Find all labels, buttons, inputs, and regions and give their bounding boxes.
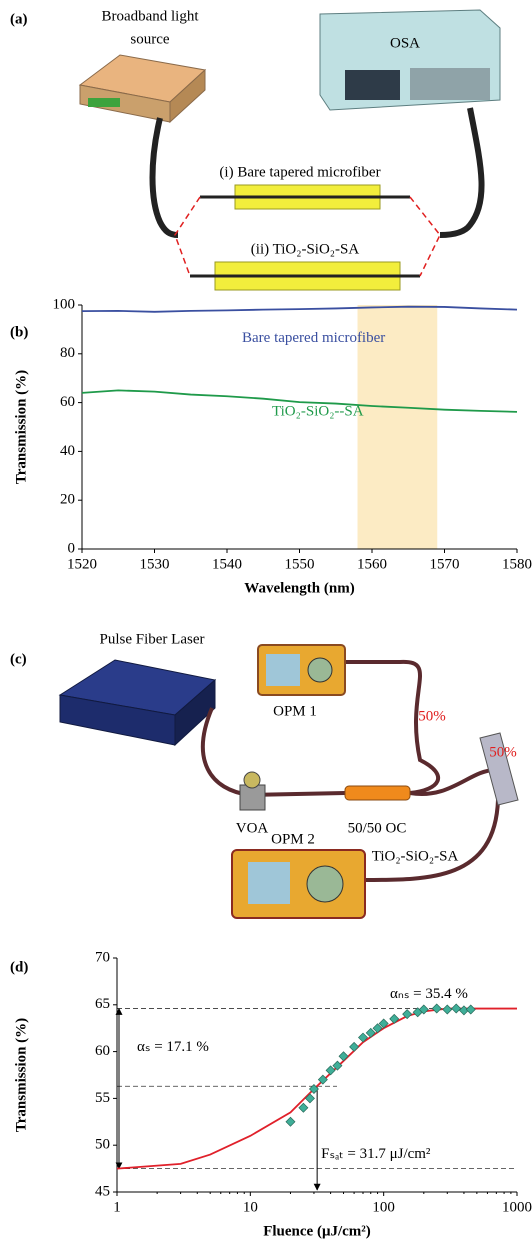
y-tick-label: 100 [53, 296, 76, 312]
data-point [418, 1004, 429, 1015]
osa-controls [410, 68, 490, 100]
data-point [365, 1027, 376, 1038]
y-tick-label: 20 [60, 492, 75, 508]
annotation: αₙₛ = 35.4 % [390, 986, 468, 1002]
cable [149, 117, 179, 238]
osa-screen [345, 70, 400, 100]
voa-label: VOA [236, 820, 269, 836]
source-panel [88, 98, 120, 107]
series-label: Bare tapered microfiber [242, 330, 385, 346]
x-tick-label: 1000 [502, 1199, 532, 1215]
cable [201, 659, 500, 882]
data-point [338, 1051, 349, 1062]
data-point [378, 1018, 389, 1029]
data-point [389, 1013, 400, 1024]
opm-screen [248, 862, 290, 904]
voa-knob [243, 771, 261, 789]
annotation: αₛ = 17.1 % [137, 1039, 209, 1055]
laser-label: Pulse Fiber Laser [100, 631, 205, 647]
x-tick-label: 100 [372, 1199, 395, 1215]
panel-label: (a) [10, 11, 28, 27]
split-label: 50% [418, 708, 446, 724]
x-tick-label: 1570 [430, 556, 460, 572]
y-axis-title: Transmission (%) [13, 370, 29, 484]
data-point [372, 1023, 383, 1034]
laser-side [174, 678, 216, 747]
x-tick-label: 1540 [212, 556, 242, 572]
data-point [317, 1074, 328, 1085]
y-tick-label: 50 [95, 1137, 110, 1153]
x-tick-label: 1520 [67, 556, 97, 572]
y-tick-label: 40 [60, 443, 75, 459]
data-point [308, 1084, 319, 1095]
absorber-label: TiO₂-SiO₂-SA [372, 848, 459, 864]
data-point [349, 1041, 360, 1052]
x-tick-label: 1 [113, 1199, 121, 1215]
data-line [81, 389, 518, 413]
x-tick-label: 1580 [502, 556, 532, 572]
opm-label: OPM 2 [271, 831, 315, 847]
opm-dial [306, 865, 344, 903]
x-tick-label: 1550 [285, 556, 315, 572]
panel-label: (d) [10, 959, 28, 975]
panel-c: (c) Pulse Fiber Laser OPM 1 50% 50% VOA … [10, 631, 519, 919]
data-point [304, 1093, 315, 1104]
data-point [325, 1065, 336, 1076]
y-tick-label: 60 [60, 394, 75, 410]
data-point [332, 1060, 343, 1071]
coupler-label: 50/50 OC [348, 820, 407, 836]
series-label: TiO₂-SiO₂--SA [272, 404, 364, 420]
data-point [402, 1009, 413, 1020]
x-tick-label: 10 [243, 1199, 258, 1215]
y-tick-label: 80 [60, 345, 75, 361]
opm-dial [307, 657, 333, 683]
data-line [81, 305, 518, 313]
panel-label: (c) [10, 651, 27, 667]
split-label: 50% [489, 744, 517, 760]
y-tick-label: 55 [95, 1090, 110, 1106]
opm-screen [266, 654, 300, 686]
data-point [298, 1102, 309, 1113]
highlight-band [357, 305, 438, 549]
absorber [479, 732, 519, 806]
x-axis-title: Wavelength (nm) [244, 580, 354, 596]
data-point [451, 1003, 462, 1014]
annotation: Fₛₐₜ = 31.7 μJ/cm² [321, 1146, 431, 1162]
cable [439, 107, 485, 238]
x-tick-label: 1560 [357, 556, 387, 572]
voa [239, 784, 266, 811]
source-label: source [130, 31, 169, 47]
sample-label: (i) Bare tapered microfiber [219, 164, 380, 180]
source-box-side [169, 68, 206, 124]
data-point [358, 1032, 369, 1043]
x-tick-label: 1530 [140, 556, 170, 572]
coupler [344, 785, 411, 801]
opm-label: OPM 1 [273, 703, 317, 719]
data-point [442, 1004, 453, 1015]
y-tick-label: 65 [95, 996, 110, 1012]
y-tick-label: 0 [68, 540, 76, 556]
sample-label: (ii) TiO₂-SiO₂-SA [251, 241, 360, 257]
panel-label: (b) [10, 324, 28, 340]
data-point [431, 1003, 442, 1014]
data-point [465, 1004, 476, 1015]
panel-a: (a) Broadband light source OSA (i) Bare … [10, 8, 501, 291]
y-axis-title: Transmission (%) [13, 1018, 29, 1132]
y-tick-label: 60 [95, 1043, 110, 1059]
data-point [285, 1116, 296, 1127]
connection [174, 196, 441, 277]
y-tick-label: 45 [95, 1183, 110, 1199]
x-axis-title: Fluence (μJ/cm²) [263, 1223, 371, 1239]
source-label: Broadband light [101, 8, 199, 24]
osa-label: OSA [390, 35, 420, 51]
y-tick-label: 70 [95, 949, 110, 965]
